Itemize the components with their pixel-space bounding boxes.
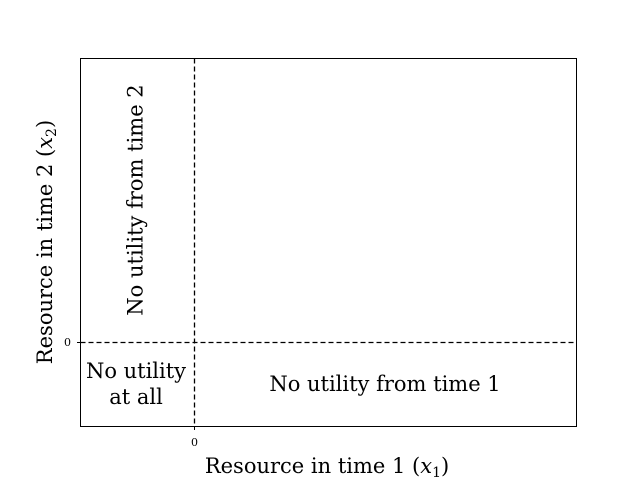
region-label-bottom-left-line1: No utility [86, 359, 186, 383]
plot-frame [80, 58, 577, 427]
region-label-top-left: No utility from time 2 [124, 84, 148, 315]
y-axis-label-prefix: Resource in time 2 ( [33, 149, 57, 364]
x-axis-label-suffix: ) [441, 454, 449, 478]
region-label-bottom-right: No utility from time 1 [269, 372, 500, 396]
y-axis-label-var: x [33, 137, 57, 149]
x-axis-label: Resource in time 1 (x1) [205, 454, 449, 480]
y-tick-label: 0 [64, 336, 71, 349]
y-axis-label-suffix: ) [33, 120, 57, 128]
region-label-bottom-left-line2: at all [109, 385, 163, 409]
x-axis-label-sub: 1 [432, 465, 441, 480]
y-axis-label: Resource in time 2 (x2) [33, 120, 60, 364]
x-axis-label-prefix: Resource in time 1 ( [205, 454, 420, 478]
y-axis-label-sub: 2 [44, 128, 60, 137]
x-tick-label: 0 [191, 436, 198, 449]
x-axis-label-var: x [420, 454, 432, 478]
